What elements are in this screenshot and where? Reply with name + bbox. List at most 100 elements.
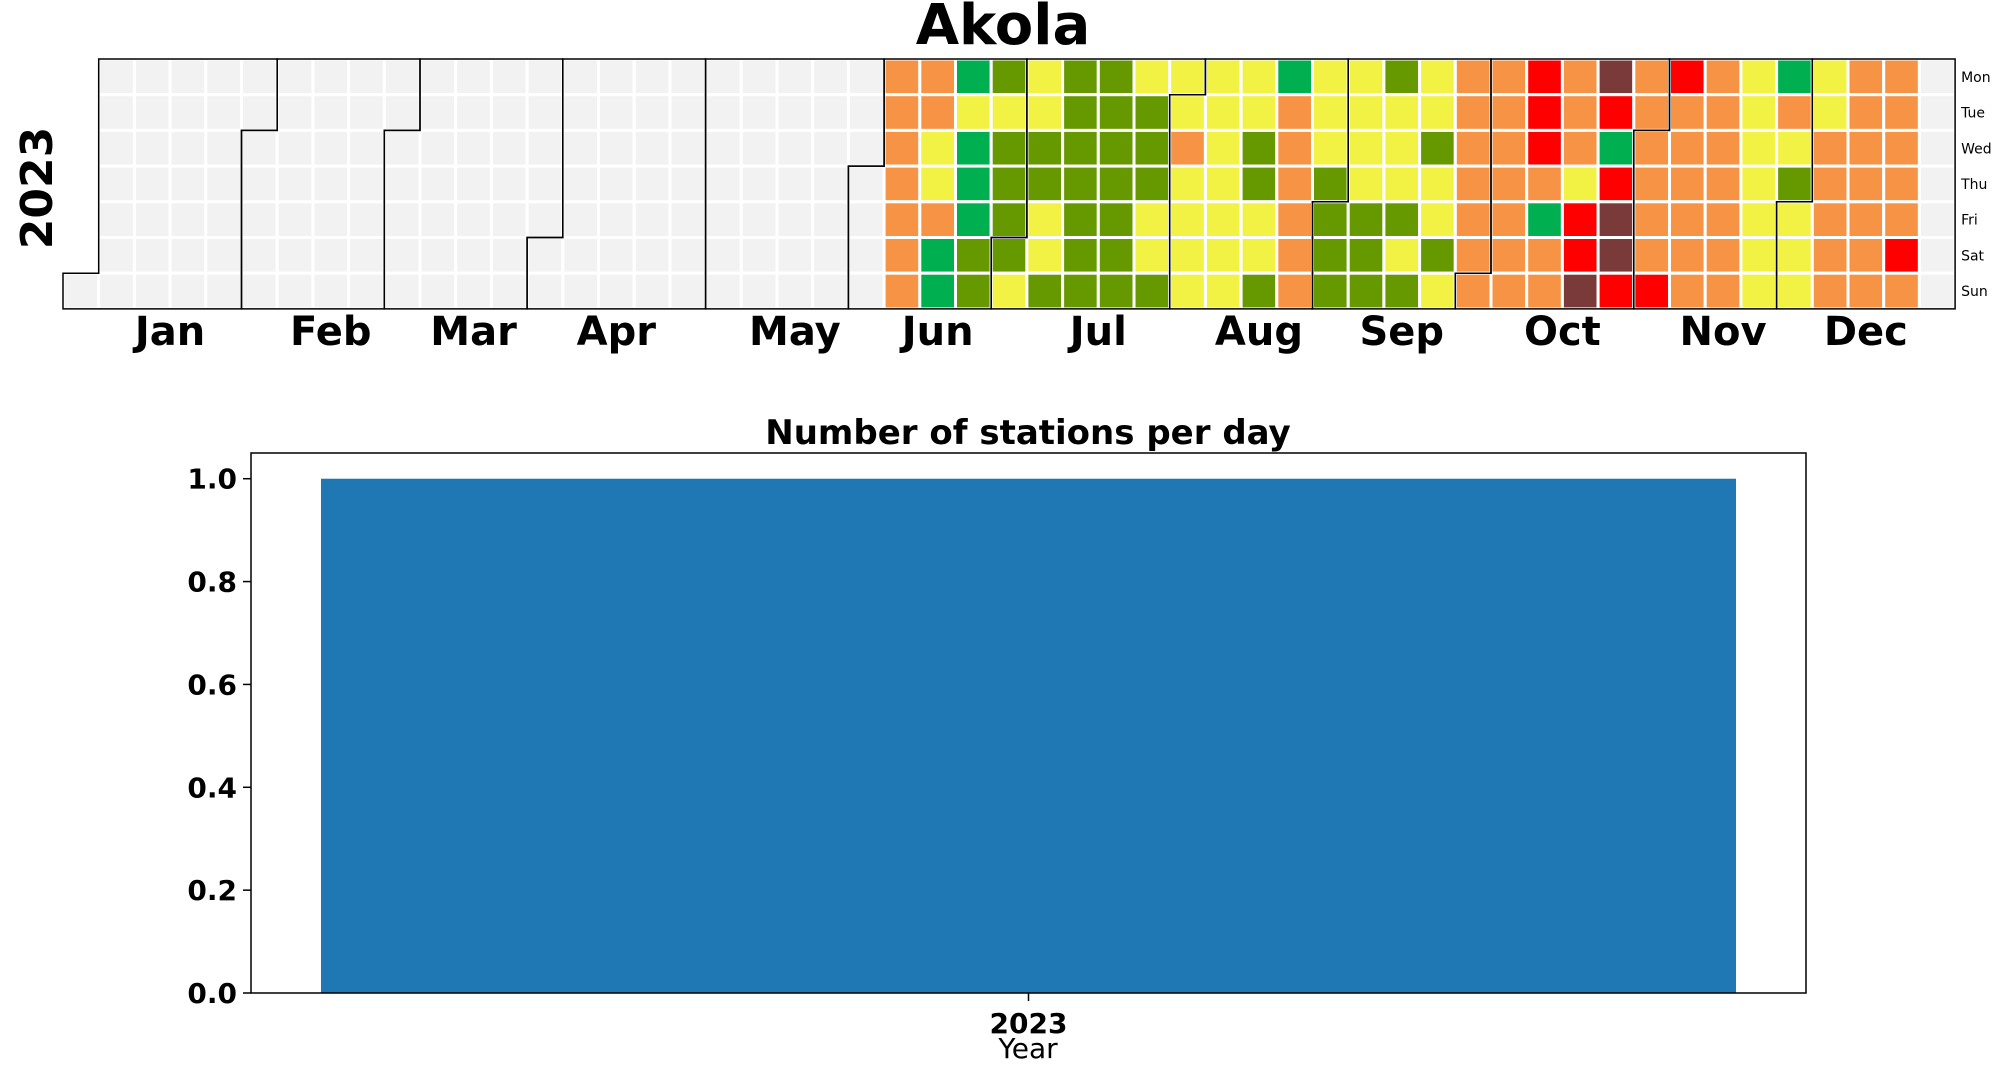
calendar-day-cell	[1560, 200, 1600, 240]
calendar-day-cell	[704, 164, 743, 204]
bar-chart: 2023 0.0 0.2 0.4 0.6 0.8 1.0	[187, 452, 1807, 1040]
calendar-day-cell	[1489, 200, 1529, 240]
calendar-day-cell	[1525, 271, 1564, 311]
month-label: Jul	[1067, 309, 1127, 355]
calendar-day-cell	[1525, 93, 1564, 132]
calendar-day-cell	[597, 236, 636, 275]
calendar-day-cell	[1096, 128, 1136, 168]
calendar-day-cell	[1632, 236, 1672, 275]
calendar-day-cell	[1596, 57, 1636, 97]
calendar-day-cell	[489, 271, 529, 311]
calendar-day-cell	[275, 128, 315, 168]
calendar-day-cell	[168, 57, 208, 97]
calendar-day-cell	[240, 271, 279, 311]
calendar-day-cell	[311, 271, 351, 311]
calendar-day-cell	[489, 57, 529, 97]
calendar-day-cell	[1418, 128, 1457, 168]
calendar-day-cell	[275, 271, 315, 311]
calendar-day-cell	[704, 57, 743, 97]
calendar-day-cell	[1668, 93, 1707, 132]
calendar-day-cell	[561, 200, 600, 240]
calendar-day-cell	[775, 164, 815, 204]
calendar-day-cell	[1917, 164, 1957, 204]
calendar-day-cell	[1668, 128, 1707, 168]
calendar-day-cell	[454, 200, 493, 240]
calendar-day-cell	[1453, 128, 1493, 168]
calendar-day-cell	[1061, 200, 1100, 240]
calendar-day-cell	[418, 128, 458, 168]
calendar-day-cell	[1632, 57, 1672, 97]
calendar-day-cell	[846, 57, 886, 97]
calendar-day-cell	[1203, 236, 1243, 275]
calendar-day-cell	[918, 200, 957, 240]
calendar-day-cell	[1239, 93, 1279, 132]
calendar-day-cell	[668, 164, 708, 204]
calendar-day-cell	[1846, 271, 1886, 311]
calendar-day-cell	[204, 200, 244, 240]
calendar-day-cell	[1703, 271, 1743, 311]
calendar-day-cell	[1489, 164, 1529, 204]
calendar-day-cell	[1632, 200, 1672, 240]
calendar-day-cell	[989, 164, 1029, 204]
calendar-day-cell	[668, 57, 708, 97]
calendar-day-cell	[1560, 93, 1600, 132]
calendar-day-cell	[1168, 271, 1207, 311]
calendar-day-cell	[240, 93, 279, 132]
calendar-day-cell	[1810, 57, 1850, 97]
calendar-day-cell	[632, 164, 672, 204]
calendar-day-cell	[132, 128, 172, 168]
calendar-day-cell	[1917, 57, 1957, 97]
calendar-day-cell	[275, 200, 315, 240]
calendar-day-cell	[775, 93, 815, 132]
calendar-day-cell	[1096, 93, 1136, 132]
calendar-day-cell	[382, 200, 422, 240]
calendar-day-cell	[846, 128, 886, 168]
calendar-day-cell	[882, 271, 922, 311]
calendar-day-cell	[1525, 200, 1564, 240]
calendar-day-cell	[382, 57, 422, 97]
calendar-day-cell	[1882, 57, 1921, 97]
calendar-day-cell	[1346, 93, 1386, 132]
calendar-day-cell	[1275, 271, 1315, 311]
calendar-day-cell	[1882, 128, 1921, 168]
calendar-day-cell	[347, 164, 386, 204]
calendar-day-cell	[1703, 236, 1743, 275]
calendar-day-cell	[811, 93, 850, 132]
calendar-day-cell	[1668, 200, 1707, 240]
calendar-day-cell	[989, 236, 1029, 275]
calendar-day-cell	[1739, 200, 1779, 240]
calendar-day-cell	[1596, 93, 1636, 132]
calendar-day-cell	[1346, 236, 1386, 275]
calendar-day-cell	[632, 93, 672, 132]
calendar-day-cell	[1311, 271, 1350, 311]
calendar-day-cell	[1775, 164, 1814, 204]
calendar-day-cell	[739, 236, 779, 275]
calendar-day-cell	[882, 164, 922, 204]
calendar-day-cell	[1382, 236, 1422, 275]
calendar-day-cell	[632, 200, 672, 240]
calendar-day-cell	[1453, 57, 1493, 97]
calendar-day-cell	[954, 93, 993, 132]
calendar-day-cell	[1418, 57, 1457, 97]
calendar-day-cell	[882, 236, 922, 275]
calendar-day-cell	[489, 128, 529, 168]
month-label: Feb	[290, 309, 371, 355]
y-tick-label: 1.0	[187, 463, 237, 496]
calendar-day-cell	[775, 236, 815, 275]
calendar-day-cell	[1632, 164, 1672, 204]
calendar-day-cell	[525, 164, 565, 204]
calendar-day-cell	[240, 164, 279, 204]
calendar-day-cell	[954, 57, 993, 97]
calendar-day-cell	[1775, 200, 1814, 240]
calendar-day-cell	[1132, 236, 1172, 275]
calendar-day-cell	[1311, 164, 1350, 204]
month-label: Dec	[1824, 309, 1908, 355]
calendar-day-cell	[204, 236, 244, 275]
calendar-day-cell	[1346, 271, 1386, 311]
calendar-day-cell	[1311, 93, 1350, 132]
calendar-day-cell	[454, 271, 493, 311]
calendar-day-cell	[489, 93, 529, 132]
calendar-day-cell	[525, 271, 565, 311]
month-labels: Jan Feb Mar Apr May Jun Jul Aug Sep Oct Nov Dec	[132, 309, 1908, 355]
month-label: Jan	[132, 309, 205, 355]
